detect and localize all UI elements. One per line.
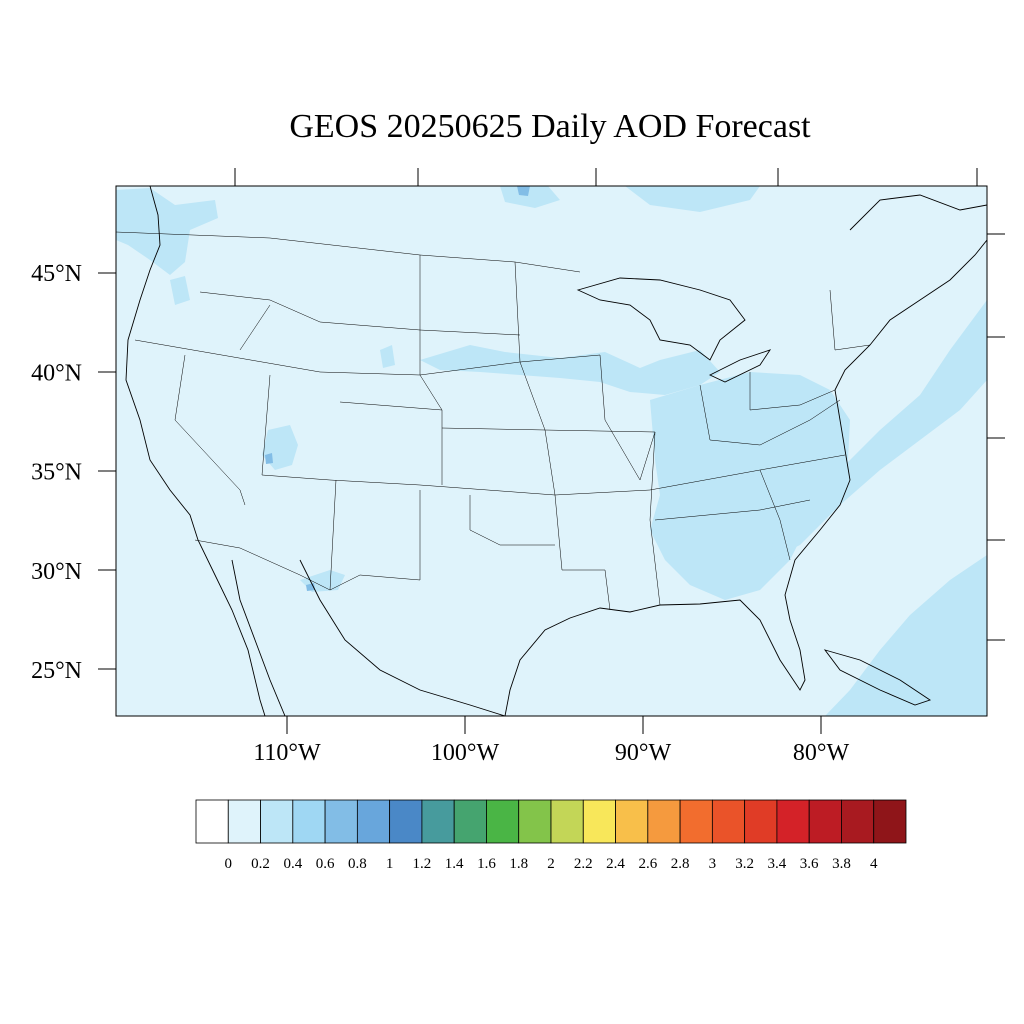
- colorbar-swatch: [292, 799, 326, 844]
- colorbar-swatch: [324, 799, 358, 844]
- colorbar-tick-label: 0: [225, 856, 233, 872]
- colorbar-swatch: [647, 799, 681, 844]
- colorbar-labels: 0 0.2 0.4 0.6 0.8 1 1.2 1.4 1.6 1.8 2 2.2 2.4 2.6 2.8 3…: [225, 856, 878, 872]
- colorbar-tick-label: 2: [547, 856, 555, 872]
- lat-tick-label: 25°N: [31, 658, 82, 684]
- aod-patch-pacific-nw: [116, 188, 218, 275]
- baja-gulf: [231, 559, 286, 716]
- colorbar-tick-label: 1.8: [509, 856, 528, 872]
- colorbar: [195, 799, 907, 844]
- colorbar-tick-label: 4: [870, 856, 878, 872]
- west-coast: [125, 186, 266, 716]
- lon-tick-label: 100°W: [431, 740, 500, 766]
- state-borders: [116, 231, 871, 611]
- aod-field: [116, 186, 987, 716]
- colorbar-swatch: [486, 799, 520, 844]
- colorbar-tick-label: 2.2: [574, 856, 593, 872]
- colorbar-swatch: [227, 799, 261, 844]
- colorbar-swatch: [550, 799, 584, 844]
- aod-patch-atlantic: [770, 300, 987, 560]
- colorbar-tick-label: 1.4: [445, 856, 464, 872]
- colorbar-tick-label: 0.6: [316, 856, 335, 872]
- colorbar-swatch: [260, 799, 294, 844]
- aod-spot-canada: [517, 186, 530, 196]
- cuba: [823, 649, 932, 706]
- aod-spot-utah: [265, 453, 273, 464]
- colorbar-tick-label: 3.4: [768, 856, 787, 872]
- colorbar-swatch: [744, 799, 778, 844]
- colorbar-swatch: [518, 799, 552, 844]
- aod-patch-canada-central: [500, 186, 560, 208]
- lon-tick-label: 110°W: [253, 740, 321, 766]
- latitude-labels: 45°N 40°N 35°N 30°N 25°N: [31, 261, 82, 684]
- colorbar-tick-label: 0.8: [348, 856, 367, 872]
- axis-ticks: [98, 168, 1005, 734]
- mexico-west: [299, 559, 506, 716]
- colorbar-swatch: [195, 799, 229, 844]
- aod-patch-idaho: [170, 276, 190, 305]
- colorbar-swatch: [711, 799, 746, 844]
- lat-tick-label: 35°N: [31, 460, 82, 486]
- aod-patch-ohio-valley: [650, 372, 850, 600]
- aod-patch-canada-east: [625, 186, 760, 212]
- colorbar-tick-label: 0.2: [251, 856, 270, 872]
- colorbar-swatch: [841, 799, 875, 844]
- colorbar-tick-label: 3.2: [735, 856, 754, 872]
- lon-tick-label: 90°W: [615, 740, 672, 766]
- colorbar-tick-label: 1.2: [413, 856, 432, 872]
- colorbar-swatch: [615, 799, 649, 844]
- great-lakes: [576, 277, 746, 361]
- longitude-labels: 110°W 100°W 90°W 80°W: [253, 740, 849, 766]
- aod-patch-colorado: [380, 345, 395, 368]
- colorbar-tick-label: 1: [386, 856, 394, 872]
- colorbar-tick-label: 2.6: [638, 856, 657, 872]
- lake-erie: [708, 349, 772, 383]
- colorbar-tick-label: 2.4: [606, 856, 625, 872]
- colorbar-tick-label: 0.4: [283, 856, 302, 872]
- aod-patch-caribbean: [825, 555, 987, 716]
- page-title: GEOS 20250625 Daily AOD Forecast: [289, 108, 811, 145]
- lat-tick-label: 30°N: [31, 559, 82, 585]
- canada-coast: [849, 194, 987, 231]
- colorbar-swatch: [776, 799, 810, 844]
- map-frame: [115, 185, 988, 717]
- aod-patch-plains: [420, 345, 720, 395]
- colorbar-tick-label: 3.6: [800, 856, 819, 872]
- colorbar-swatch: [582, 799, 616, 844]
- lat-tick-label: 45°N: [31, 261, 82, 287]
- colorbar-tick-label: 2.8: [671, 856, 690, 872]
- colorbar-swatch: [421, 799, 455, 844]
- colorbar-swatch: [873, 799, 907, 844]
- lon-tick-label: 80°W: [793, 740, 850, 766]
- colorbar-swatch: [389, 799, 423, 844]
- colorbar-tick-label: 1.6: [477, 856, 496, 872]
- colorbar-swatch: [679, 799, 713, 844]
- colorbar-tick-label: 3.8: [832, 856, 851, 872]
- colorbar-swatch: [808, 799, 842, 844]
- colorbar-tick-label: 3: [709, 856, 717, 872]
- colorbar-swatch: [356, 799, 391, 844]
- lat-tick-label: 40°N: [31, 360, 82, 386]
- map-background: [116, 186, 987, 716]
- colorbar-swatch: [453, 799, 487, 844]
